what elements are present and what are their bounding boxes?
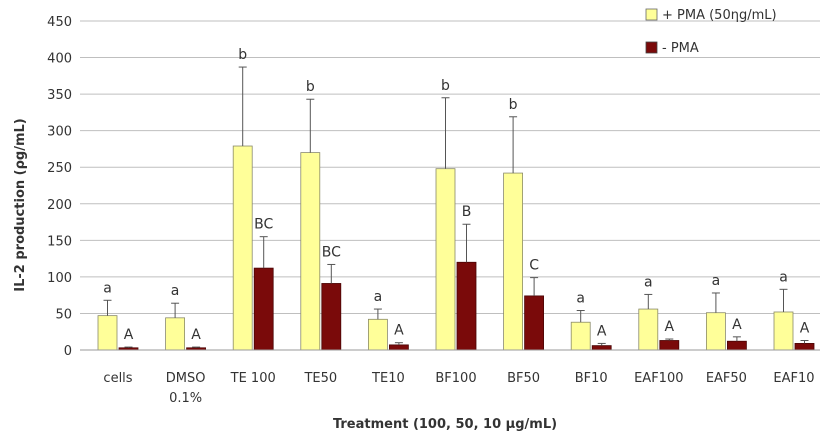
- category-label: cells: [103, 371, 132, 386]
- y-tick-label: 50: [55, 307, 72, 322]
- significance-label-plus-pma: a: [171, 283, 180, 299]
- bar-plus-pma: [367, 318, 388, 351]
- y-tick-label: 250: [47, 161, 72, 176]
- bar-plus-pma: [165, 317, 186, 351]
- bar-minus-pma: [659, 340, 680, 351]
- bar-minus-pma: [388, 344, 409, 351]
- gridlines: [80, 20, 820, 314]
- bar-minus-pma: [524, 295, 544, 351]
- y-tick-label: 300: [47, 125, 72, 140]
- category-label: DMSO: [166, 371, 206, 386]
- significance-label-minus-pma: BC: [254, 217, 273, 233]
- bar-minus-pma: [321, 283, 342, 351]
- significance-label-minus-pma: B: [462, 204, 472, 220]
- bar-plus-pma: [706, 312, 726, 351]
- y-tick-label: 150: [47, 234, 72, 249]
- x-axis-categories: cells DMSO 0.1% TE 100 TE50 TE10 BF100 BF50 BF10…: [103, 371, 814, 406]
- y-axis-title: IL-2 production (ρg/mL): [13, 118, 28, 291]
- category-label: TE10: [371, 371, 405, 386]
- bar-plus-pma: [97, 315, 118, 351]
- significance-label-minus-pma: C: [529, 258, 539, 274]
- bar-minus-pma: [456, 261, 477, 351]
- significance-label-plus-pma: a: [576, 291, 585, 307]
- category-label: TE50: [303, 371, 337, 386]
- significance-label-minus-pma: A: [124, 327, 134, 343]
- legend-label-plus-pma: + PMA (50ηg/mL): [662, 8, 777, 23]
- legend-swatch-plus-pma: [645, 8, 658, 21]
- category-label: BF100: [435, 371, 476, 386]
- significance-label-minus-pma: A: [597, 323, 607, 339]
- y-axis-ticks: 0 50 100 150 200 250 300 350 400 450: [47, 15, 72, 359]
- significance-label-plus-pma: b: [306, 79, 315, 95]
- category-label: BF10: [575, 371, 608, 386]
- bar-plus-pma: [232, 145, 253, 351]
- significance-label-plus-pma: a: [103, 280, 112, 296]
- category-label: EAF100: [634, 371, 683, 386]
- bar-minus-pma: [253, 267, 274, 351]
- category-label: BF50: [507, 371, 540, 386]
- significance-label-minus-pma: A: [800, 320, 810, 336]
- y-tick-label: 200: [47, 198, 72, 213]
- significance-label-minus-pma: A: [732, 317, 742, 333]
- category-label: EAF50: [706, 371, 747, 386]
- category-label: EAF10: [773, 371, 814, 386]
- bar-plus-pma: [638, 308, 659, 351]
- x-axis-title: Treatment (100, 50, 10 μg/mL): [333, 417, 557, 432]
- significance-label-plus-pma: a: [712, 273, 721, 289]
- significance-label-plus-pma: b: [441, 78, 450, 94]
- significance-label-plus-pma: a: [374, 289, 383, 305]
- bar-minus-pma: [727, 340, 747, 351]
- significance-label-plus-pma: b: [509, 97, 518, 113]
- bar-plus-pma: [570, 321, 591, 351]
- significance-label-plus-pma: b: [238, 47, 247, 63]
- legend-swatch-minus-pma: [645, 41, 658, 54]
- y-tick-label: 100: [47, 271, 72, 286]
- bar-plus-pma: [503, 172, 524, 351]
- y-tick-label: 450: [47, 15, 72, 30]
- bar-plus-pma: [773, 311, 794, 351]
- bar-minus-pma: [794, 343, 815, 351]
- category-label: TE 100: [230, 371, 276, 386]
- significance-label-plus-pma: a: [644, 274, 653, 290]
- bar-minus-pma: [591, 345, 612, 351]
- significance-label-minus-pma: A: [665, 319, 675, 335]
- bar-plus-pma: [300, 152, 321, 351]
- significance-label-minus-pma: BC: [322, 244, 341, 260]
- category-label: 0.1%: [169, 391, 202, 406]
- legend: + PMA (50ηg/mL) - PMA: [645, 8, 777, 56]
- y-tick-label: 350: [47, 88, 72, 103]
- bar-plus-pma: [435, 168, 456, 351]
- legend-label-minus-pma: - PMA: [662, 41, 699, 56]
- y-tick-label: 400: [47, 52, 72, 67]
- y-tick-label: 0: [64, 344, 72, 359]
- significance-label-minus-pma: A: [191, 327, 201, 343]
- significance-label-plus-pma: a: [779, 269, 788, 285]
- significance-label-minus-pma: A: [394, 323, 404, 339]
